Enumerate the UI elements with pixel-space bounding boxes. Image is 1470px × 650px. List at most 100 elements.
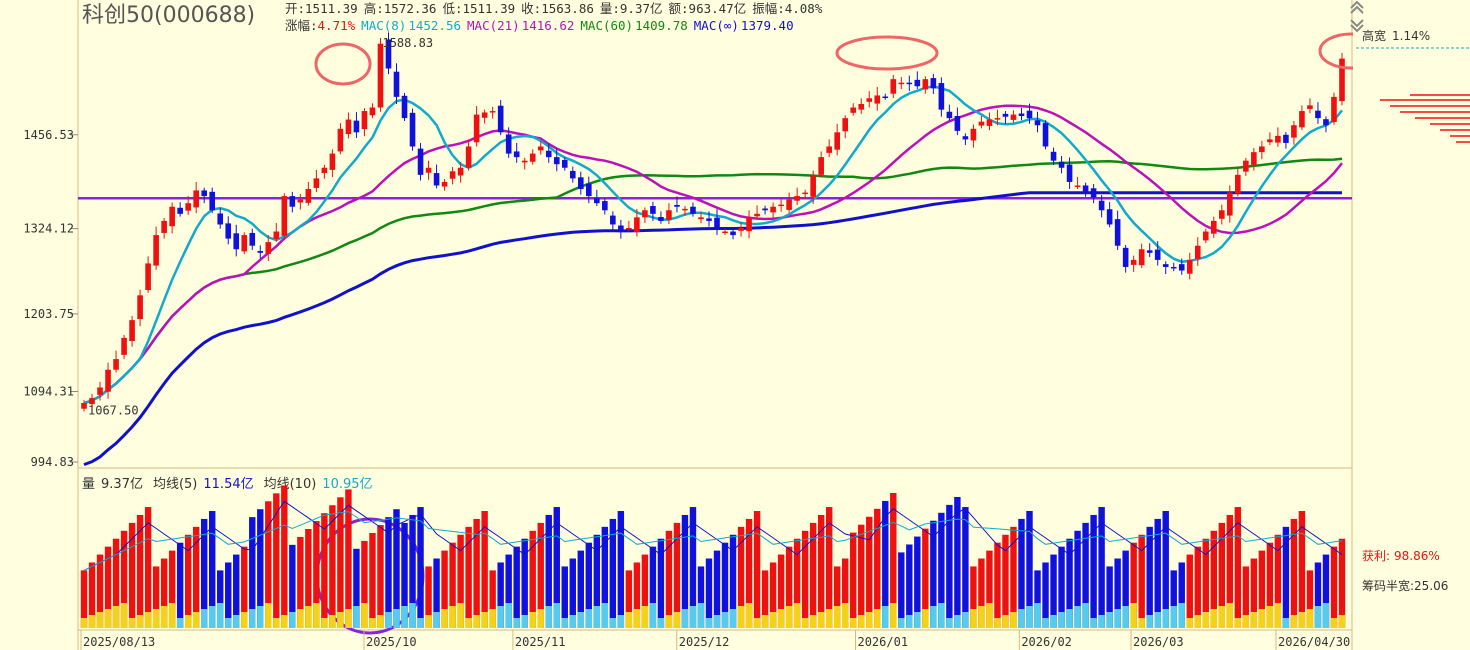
volume-bar	[321, 513, 328, 628]
candle	[393, 63, 400, 104]
candle	[417, 142, 424, 181]
volume-ma10-line	[83, 511, 1343, 571]
volume-bar	[160, 558, 168, 628]
candle	[1202, 228, 1209, 244]
candle	[970, 124, 977, 148]
candle	[1251, 147, 1257, 171]
candle	[1066, 157, 1073, 190]
volume-bar	[1266, 542, 1274, 628]
svg-text:开:1511.39高:1572.36低:1511.39收:1: 开:1511.39 高:1572.36 低:1511.39 收:1563.86 量:9.…	[285, 1, 823, 16]
candle	[385, 32, 392, 75]
candle	[770, 202, 776, 219]
open-label: 开:	[285, 1, 305, 16]
mac21-label: MAC(21)	[467, 18, 520, 33]
volume-bar	[1322, 554, 1330, 628]
candle	[513, 142, 520, 163]
volume-bar	[1066, 538, 1073, 628]
candle	[1106, 202, 1113, 228]
volume-bar	[449, 542, 456, 628]
volume-bar	[1194, 546, 1201, 628]
volume-bar	[769, 562, 777, 628]
volume-bar	[1290, 518, 1298, 628]
candle	[321, 164, 328, 179]
ma8-line	[83, 85, 1343, 405]
candle	[409, 108, 416, 151]
candle	[481, 109, 488, 124]
volume-bar	[633, 562, 641, 628]
volume-ma10-label: 均线(10)	[264, 477, 317, 492]
candle	[1146, 243, 1153, 258]
candle	[305, 181, 312, 206]
candle	[1283, 131, 1289, 149]
volume-bar	[1138, 534, 1145, 628]
amount-label: 额:	[669, 1, 689, 16]
volume-bar	[1218, 522, 1226, 628]
volume-bar	[521, 538, 528, 628]
volume-bar	[601, 526, 609, 628]
chevron-down-icon[interactable]	[1350, 19, 1364, 33]
candle	[161, 218, 167, 239]
low-label: 低:	[442, 1, 462, 16]
candle	[577, 171, 584, 195]
high-label: 高:	[364, 1, 384, 16]
volume-bar	[1226, 514, 1234, 628]
volume-bar	[577, 550, 584, 628]
annotation-circle-peak-2	[835, 35, 939, 71]
chevron-up-icon[interactable]	[1350, 0, 1364, 14]
macinf-value: 1379.40	[741, 18, 794, 33]
mac8-label: MAC(8)	[361, 18, 406, 33]
candle	[1002, 111, 1009, 124]
volume-bar	[481, 511, 488, 628]
volume-bar	[353, 548, 360, 628]
volume-ma5-line	[83, 500, 1343, 571]
candle	[425, 160, 432, 180]
candle	[265, 235, 272, 261]
volume-bar	[184, 534, 192, 628]
profit-value: 98.86%	[1394, 549, 1440, 563]
amplitude-value: 4.08%	[785, 1, 823, 16]
chip-distribution	[1380, 94, 1470, 143]
high-extreme-label: 1588.83	[382, 36, 433, 50]
candle	[1218, 204, 1225, 225]
volume-bar	[120, 530, 128, 628]
candle	[682, 206, 688, 216]
amount-value: 963.47亿	[689, 1, 747, 16]
candle	[177, 202, 183, 217]
volume-bar	[88, 562, 96, 628]
volume-label: 量:	[600, 1, 620, 16]
candle	[1235, 166, 1241, 197]
volume-bar	[1234, 507, 1242, 628]
volume-bar	[858, 524, 865, 628]
moving-average-lines	[83, 85, 1343, 467]
volume-bar	[785, 546, 793, 628]
volume-bar	[721, 542, 729, 628]
volume-bar	[986, 550, 993, 628]
candle	[345, 112, 352, 139]
volume-bar	[441, 550, 448, 628]
candle	[1170, 262, 1177, 272]
volume-bar	[898, 552, 905, 628]
volume-bar	[1058, 546, 1065, 628]
candle	[1243, 157, 1249, 176]
volume-bar	[978, 558, 985, 628]
volume-bar	[329, 505, 336, 628]
volume-bar	[962, 507, 969, 628]
candle	[1210, 216, 1217, 238]
volume-bar	[938, 512, 945, 628]
candle	[281, 193, 288, 241]
profit-label: 获利:	[1362, 549, 1390, 563]
candle	[906, 75, 913, 92]
candle	[986, 112, 993, 131]
candle	[874, 86, 881, 111]
candle	[537, 140, 544, 155]
volume-bar	[345, 489, 352, 628]
volume-bar	[545, 514, 552, 628]
volume-bar	[1042, 562, 1049, 628]
candle	[569, 166, 576, 183]
candle	[1162, 261, 1169, 275]
candle	[666, 203, 672, 225]
volume-bar	[80, 570, 88, 628]
volume-bar	[1242, 566, 1250, 628]
candle	[121, 335, 127, 360]
